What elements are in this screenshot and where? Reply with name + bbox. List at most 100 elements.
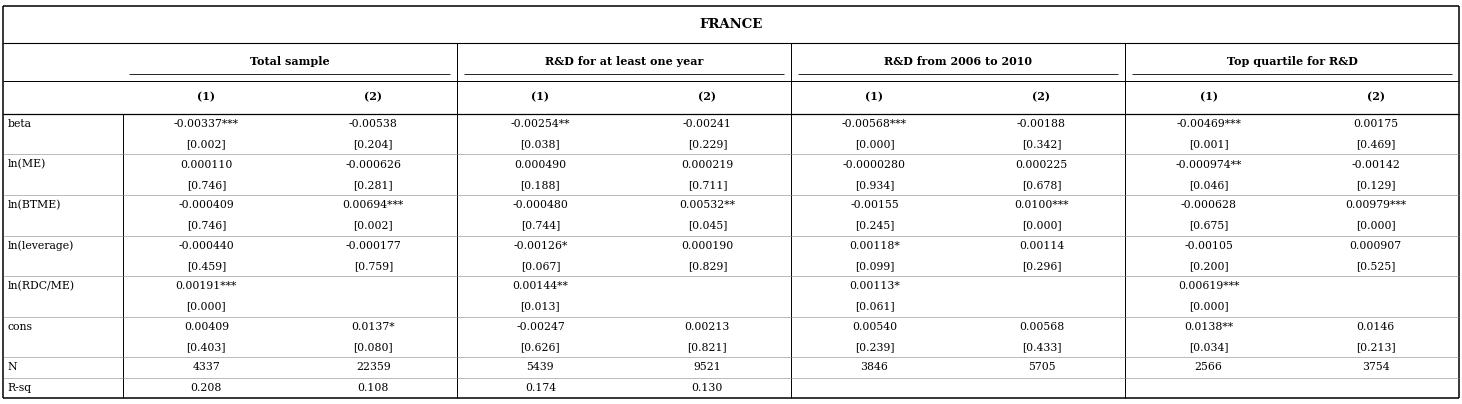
Text: [0.046]: [0.046] — [1189, 180, 1228, 190]
Text: -0.00254**: -0.00254** — [510, 119, 570, 129]
Text: -0.00155: -0.00155 — [849, 200, 899, 210]
Text: [0.000]: [0.000] — [855, 139, 895, 149]
Text: R&D for at least one year: R&D for at least one year — [545, 57, 703, 67]
Text: Total sample: Total sample — [250, 57, 329, 67]
Text: [0.239]: [0.239] — [855, 342, 895, 352]
Text: R-sq: R-sq — [7, 383, 32, 393]
Text: 0.00144**: 0.00144** — [513, 281, 569, 291]
Text: [0.034]: [0.034] — [1189, 342, 1228, 352]
Text: (1): (1) — [197, 92, 215, 103]
Text: ln(leverage): ln(leverage) — [7, 240, 73, 251]
Text: [0.829]: [0.829] — [687, 261, 727, 271]
Text: R&D from 2006 to 2010: R&D from 2006 to 2010 — [885, 57, 1032, 67]
Text: [0.061]: [0.061] — [855, 302, 895, 311]
Text: -0.000626: -0.000626 — [345, 160, 402, 170]
Text: -0.000480: -0.000480 — [513, 200, 569, 210]
Text: [0.296]: [0.296] — [1022, 261, 1061, 271]
Text: 0.00114: 0.00114 — [1019, 241, 1064, 251]
Text: [0.080]: [0.080] — [354, 342, 393, 352]
Text: 0.00568: 0.00568 — [1019, 322, 1064, 332]
Text: [0.188]: [0.188] — [520, 180, 560, 190]
Text: 0.000907: 0.000907 — [1349, 241, 1402, 251]
Text: 3846: 3846 — [861, 362, 889, 372]
Text: 5439: 5439 — [526, 362, 554, 372]
Text: 0.0137*: 0.0137* — [351, 322, 395, 332]
Text: -0.000974**: -0.000974** — [1175, 160, 1241, 170]
Text: [0.281]: [0.281] — [354, 180, 393, 190]
Text: [0.002]: [0.002] — [354, 221, 393, 230]
Text: [0.000]: [0.000] — [1189, 302, 1228, 311]
Text: FRANCE: FRANCE — [699, 18, 763, 31]
Text: 0.0146: 0.0146 — [1357, 322, 1395, 332]
Text: ln(BTME): ln(BTME) — [7, 200, 61, 210]
Text: (1): (1) — [1199, 92, 1218, 103]
Text: [0.213]: [0.213] — [1355, 342, 1395, 352]
Text: Top quartile for R&D: Top quartile for R&D — [1227, 57, 1358, 67]
Text: (2): (2) — [364, 92, 383, 103]
Text: [0.000]: [0.000] — [187, 302, 227, 311]
Text: 0.000219: 0.000219 — [681, 160, 734, 170]
Text: -0.00538: -0.00538 — [349, 119, 398, 129]
Text: 0.000490: 0.000490 — [515, 160, 566, 170]
Text: 0.00409: 0.00409 — [184, 322, 230, 332]
Text: [0.711]: [0.711] — [687, 180, 727, 190]
Text: 0.00113*: 0.00113* — [849, 281, 899, 291]
Text: [0.200]: [0.200] — [1189, 261, 1228, 271]
Text: 0.000225: 0.000225 — [1016, 160, 1067, 170]
Text: 0.00213: 0.00213 — [684, 322, 730, 332]
Text: [0.001]: [0.001] — [1189, 139, 1228, 149]
Text: [0.229]: [0.229] — [687, 139, 727, 149]
Text: [0.013]: [0.013] — [520, 302, 560, 311]
Text: 0.00979***: 0.00979*** — [1345, 200, 1406, 210]
Text: [0.459]: [0.459] — [187, 261, 227, 271]
Text: [0.934]: [0.934] — [855, 180, 895, 190]
Text: 0.130: 0.130 — [692, 383, 724, 393]
Text: [0.759]: [0.759] — [354, 261, 393, 271]
Text: 0.0138**: 0.0138** — [1184, 322, 1232, 332]
Text: [0.821]: [0.821] — [687, 342, 727, 352]
Text: 0.00532**: 0.00532** — [680, 200, 735, 210]
Text: 2566: 2566 — [1194, 362, 1222, 372]
Text: -0.00142: -0.00142 — [1351, 160, 1401, 170]
Text: 4337: 4337 — [193, 362, 221, 372]
Text: ln(RDC/ME): ln(RDC/ME) — [7, 281, 75, 291]
Text: [0.675]: [0.675] — [1189, 221, 1228, 230]
Text: (2): (2) — [699, 92, 716, 103]
Text: [0.067]: [0.067] — [520, 261, 560, 271]
Text: (2): (2) — [1032, 92, 1051, 103]
Text: [0.002]: [0.002] — [187, 139, 227, 149]
Text: [0.342]: [0.342] — [1022, 139, 1061, 149]
Text: 0.00118*: 0.00118* — [849, 241, 899, 251]
Text: 9521: 9521 — [693, 362, 721, 372]
Text: [0.245]: [0.245] — [855, 221, 895, 230]
Text: 22359: 22359 — [355, 362, 390, 372]
Text: N: N — [7, 362, 16, 372]
Text: [0.433]: [0.433] — [1022, 342, 1061, 352]
Text: [0.746]: [0.746] — [187, 221, 227, 230]
Text: -0.00469***: -0.00469*** — [1175, 119, 1241, 129]
Text: -0.000628: -0.000628 — [1180, 200, 1237, 210]
Text: [0.403]: [0.403] — [187, 342, 227, 352]
Text: [0.626]: [0.626] — [520, 342, 560, 352]
Text: cons: cons — [7, 322, 32, 332]
Text: (2): (2) — [1367, 92, 1385, 103]
Text: [0.099]: [0.099] — [855, 261, 895, 271]
Text: [0.204]: [0.204] — [354, 139, 393, 149]
Text: 0.108: 0.108 — [358, 383, 389, 393]
Text: -0.000409: -0.000409 — [178, 200, 234, 210]
Text: 0.00540: 0.00540 — [852, 322, 898, 332]
Text: -0.000440: -0.000440 — [178, 241, 234, 251]
Text: -0.0000280: -0.0000280 — [844, 160, 906, 170]
Text: -0.000177: -0.000177 — [345, 241, 401, 251]
Text: [0.525]: [0.525] — [1355, 261, 1395, 271]
Text: 0.000110: 0.000110 — [180, 160, 232, 170]
Text: beta: beta — [7, 119, 31, 129]
Text: -0.00247: -0.00247 — [516, 322, 564, 332]
Text: 0.00694***: 0.00694*** — [342, 200, 404, 210]
Text: 0.0100***: 0.0100*** — [1015, 200, 1069, 210]
Text: -0.00241: -0.00241 — [683, 119, 732, 129]
Text: ln(ME): ln(ME) — [7, 160, 45, 170]
Text: 0.208: 0.208 — [190, 383, 222, 393]
Text: [0.045]: [0.045] — [687, 221, 727, 230]
Text: 0.174: 0.174 — [525, 383, 556, 393]
